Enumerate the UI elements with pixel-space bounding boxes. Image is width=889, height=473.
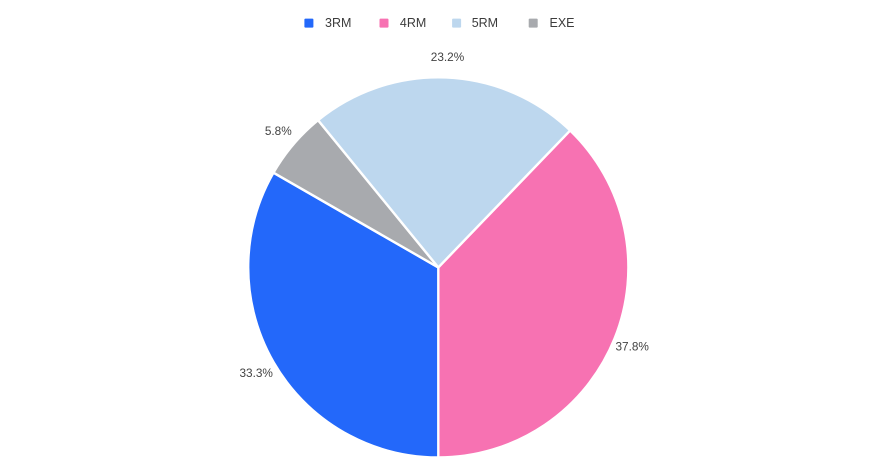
svg-text:23.2%: 23.2% [431, 50, 465, 64]
svg-text:4RM: 4RM [400, 16, 426, 30]
svg-text:EXE: EXE [550, 16, 575, 30]
svg-text:3RM: 3RM [325, 16, 351, 30]
svg-text:5.8%: 5.8% [265, 124, 292, 138]
svg-text:37.8%: 37.8% [615, 340, 649, 354]
svg-text:33.3%: 33.3% [239, 366, 273, 380]
svg-text:5RM: 5RM [472, 16, 498, 30]
